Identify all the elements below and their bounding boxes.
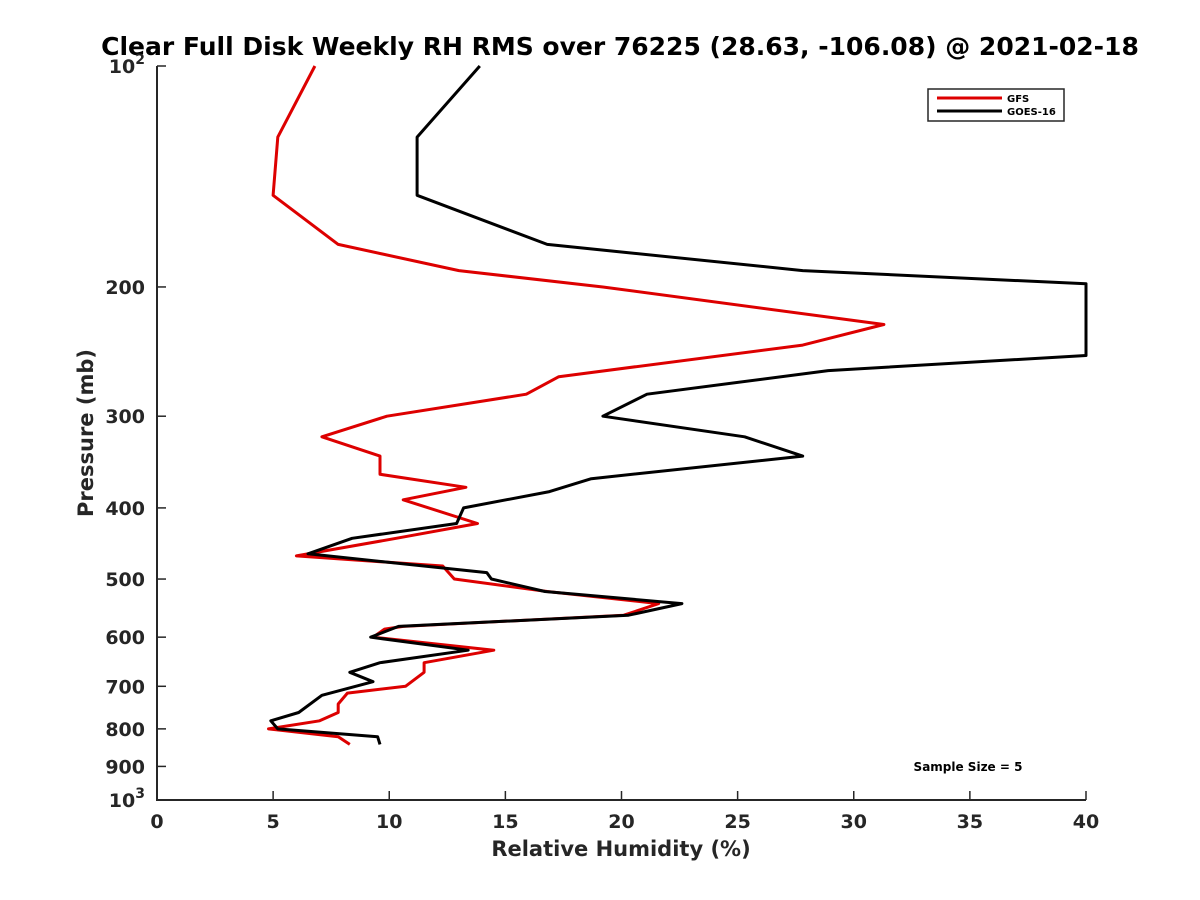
y-tick-label: 900 [105,756,145,778]
legend-label: GFS [1007,94,1029,105]
y-tick-label: 300 [105,406,145,428]
x-tick-label: 35 [957,811,983,833]
x-axis-ticks: 0 5 10 15 20 25 30 35 40 [150,791,1099,833]
plot-area [156,66,1086,801]
x-tick-label: 25 [724,811,750,833]
x-tick-label: 10 [376,811,402,833]
axes-frame [156,66,1086,801]
y-tick-label: 103 [109,786,145,812]
sample-size-annotation: Sample Size = 5 [914,760,1023,774]
y-tick-label: 700 [105,676,145,698]
y-tick-label: 102 [109,52,145,78]
x-tick-label: 40 [1073,811,1099,833]
legend-label: GOES-16 [1007,107,1056,118]
series-line-gfs [267,65,886,746]
y-axis-label: Pressure (mb) [74,349,98,517]
chart-title: Clear Full Disk Weekly RH RMS over 76225… [101,32,1139,61]
legend-box [927,88,1065,122]
y-tick-label: 400 [105,498,145,520]
x-tick-label: 5 [267,811,280,833]
legend: GFS GOES-16 [927,88,1065,122]
x-tick-label: 15 [492,811,518,833]
series-lines [267,65,1088,746]
x-axis-label: Relative Humidity (%) [491,837,750,861]
series-line-goes-16 [269,65,1088,745]
y-tick-label: 600 [105,627,145,649]
x-tick-label: 30 [841,811,867,833]
x-tick-label: 0 [150,811,163,833]
y-tick-label: 200 [105,277,145,299]
x-tick-label: 20 [608,811,634,833]
y-tick-label: 800 [105,719,145,741]
y-tick-label: 500 [105,569,145,591]
y-axis-ticks: 102 200 300 400 500 600 700 800 900 103 [105,52,166,812]
